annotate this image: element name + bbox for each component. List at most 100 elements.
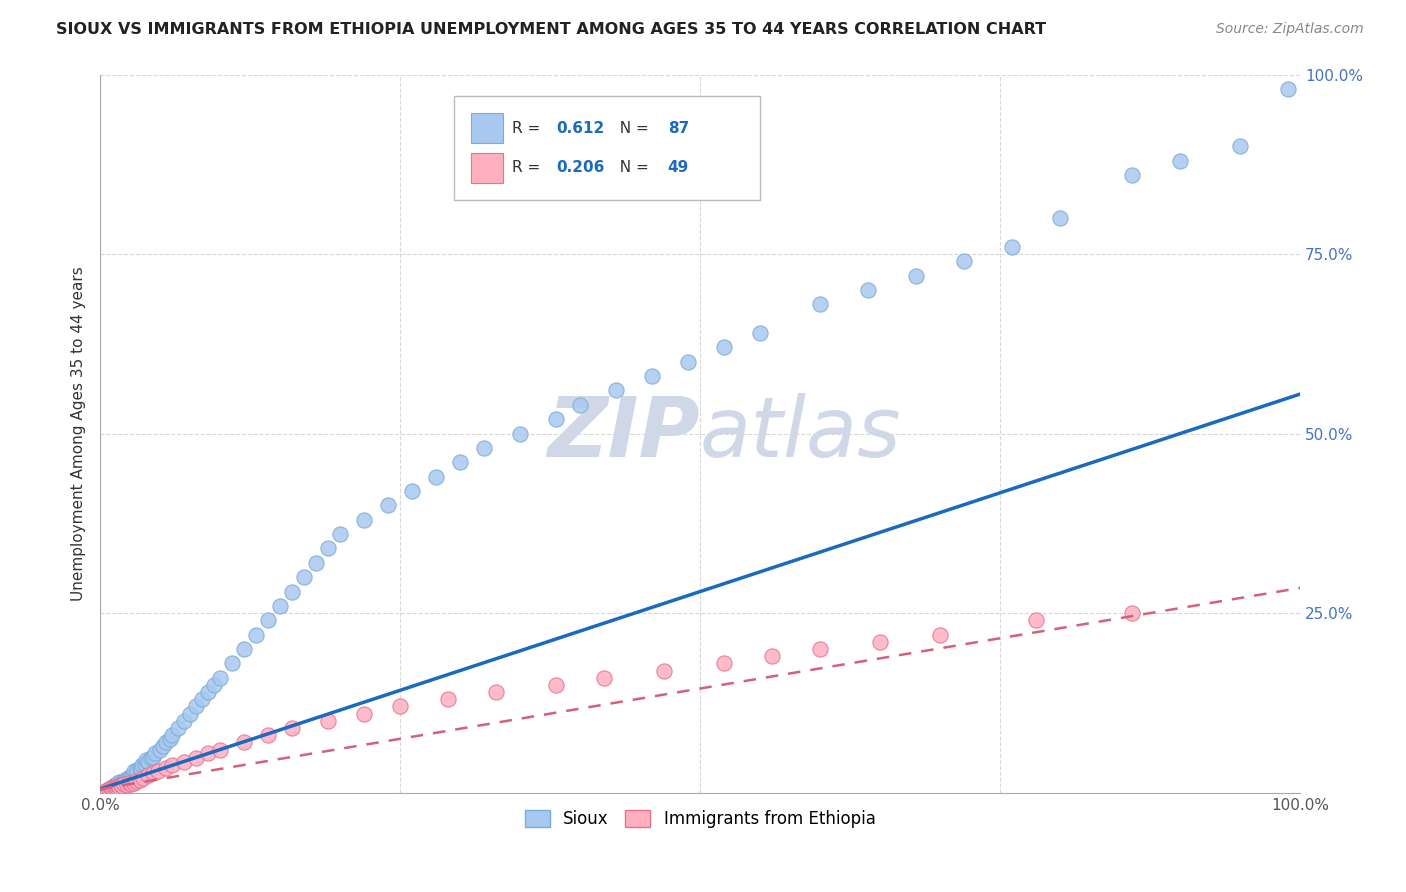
Point: [173, 714, 195, 728]
Point: [97, 782, 120, 797]
Point: [98, 782, 121, 797]
Point: [128, 760, 150, 774]
Point: [713, 340, 735, 354]
Point: [605, 384, 627, 398]
Point: [120, 770, 142, 784]
Point: [1229, 139, 1251, 153]
Point: [546, 412, 568, 426]
Point: [125, 765, 148, 780]
Text: N =: N =: [610, 161, 654, 176]
Point: [485, 685, 508, 699]
Point: [115, 773, 138, 788]
Point: [120, 777, 142, 791]
Point: [100, 781, 122, 796]
Point: [197, 746, 219, 760]
Text: 87: 87: [668, 121, 689, 136]
Point: [107, 776, 129, 790]
Point: [257, 613, 280, 627]
Point: [103, 781, 125, 796]
Point: [155, 735, 177, 749]
Point: [329, 527, 352, 541]
Point: [546, 678, 568, 692]
Point: [108, 778, 131, 792]
Point: [233, 735, 256, 749]
Point: [131, 758, 153, 772]
Point: [94, 783, 117, 797]
Point: [257, 728, 280, 742]
Point: [569, 398, 592, 412]
Point: [111, 777, 134, 791]
Point: [509, 426, 531, 441]
Point: [97, 782, 120, 797]
Point: [761, 649, 783, 664]
Text: N =: N =: [610, 121, 654, 136]
Point: [117, 772, 139, 786]
Point: [245, 628, 267, 642]
Point: [132, 772, 155, 786]
Point: [152, 739, 174, 753]
Point: [142, 765, 165, 780]
Point: [103, 780, 125, 794]
Point: [808, 297, 831, 311]
Point: [209, 671, 232, 685]
Point: [104, 780, 127, 794]
Point: [110, 776, 132, 790]
Point: [160, 728, 183, 742]
Point: [179, 706, 201, 721]
Point: [184, 751, 207, 765]
Text: R =: R =: [512, 161, 544, 176]
Point: [449, 455, 471, 469]
Point: [129, 762, 152, 776]
Point: [98, 783, 121, 797]
Point: [114, 772, 136, 787]
Legend: Sioux, Immigrants from Ethiopia: Sioux, Immigrants from Ethiopia: [517, 803, 882, 835]
FancyBboxPatch shape: [471, 153, 503, 183]
Point: [292, 570, 315, 584]
Point: [1168, 153, 1191, 168]
Point: [856, 283, 879, 297]
Point: [103, 779, 125, 793]
Point: [191, 692, 214, 706]
Point: [107, 780, 129, 794]
Point: [118, 772, 141, 786]
Point: [437, 692, 460, 706]
Point: [142, 749, 165, 764]
Point: [103, 781, 125, 796]
Point: [159, 731, 181, 746]
Point: [115, 778, 138, 792]
Point: [101, 780, 124, 794]
Point: [101, 782, 124, 797]
Point: [905, 268, 928, 283]
Point: [143, 746, 166, 760]
Point: [593, 671, 616, 685]
FancyBboxPatch shape: [454, 96, 761, 200]
Point: [104, 780, 127, 795]
Text: 0.206: 0.206: [557, 161, 605, 176]
FancyBboxPatch shape: [471, 113, 503, 144]
Point: [269, 599, 291, 613]
Point: [209, 742, 232, 756]
Point: [316, 714, 339, 728]
Point: [104, 779, 127, 793]
Point: [1025, 613, 1047, 627]
Text: R =: R =: [512, 121, 544, 136]
Point: [96, 782, 118, 797]
Point: [401, 483, 423, 498]
Point: [353, 706, 375, 721]
Point: [120, 771, 142, 785]
Point: [472, 441, 495, 455]
Point: [425, 469, 447, 483]
Point: [389, 699, 412, 714]
Point: [1049, 211, 1071, 226]
Point: [108, 775, 131, 789]
Point: [1277, 82, 1299, 96]
Point: [136, 767, 159, 781]
Point: [127, 763, 149, 777]
Point: [1121, 168, 1143, 182]
Text: 0.612: 0.612: [557, 121, 605, 136]
Point: [953, 254, 976, 268]
Point: [121, 767, 143, 781]
Text: Source: ZipAtlas.com: Source: ZipAtlas.com: [1216, 22, 1364, 37]
Point: [316, 541, 339, 556]
Text: atlas: atlas: [700, 393, 901, 474]
